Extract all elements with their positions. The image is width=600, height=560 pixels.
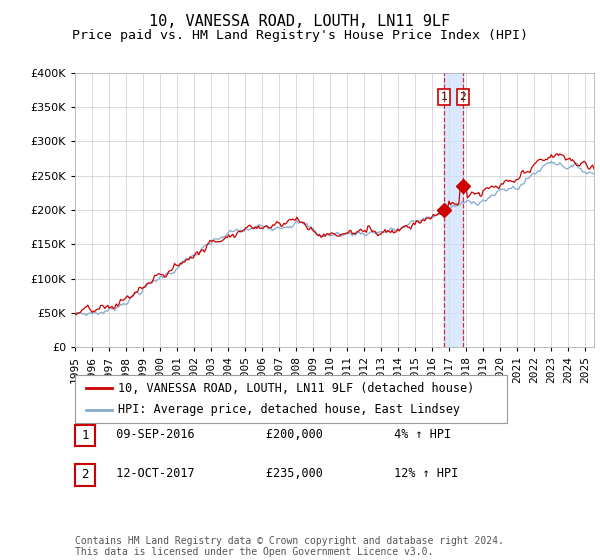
Text: HPI: Average price, detached house, East Lindsey: HPI: Average price, detached house, East… — [118, 403, 460, 417]
Text: 12-OCT-2017          £235,000          12% ↑ HPI: 12-OCT-2017 £235,000 12% ↑ HPI — [102, 466, 458, 480]
Text: 10, VANESSA ROAD, LOUTH, LN11 9LF: 10, VANESSA ROAD, LOUTH, LN11 9LF — [149, 14, 451, 29]
Text: Price paid vs. HM Land Registry's House Price Index (HPI): Price paid vs. HM Land Registry's House … — [72, 29, 528, 42]
Text: 2: 2 — [81, 468, 89, 482]
Text: 2: 2 — [460, 92, 466, 102]
Text: 09-SEP-2016          £200,000          4% ↑ HPI: 09-SEP-2016 £200,000 4% ↑ HPI — [102, 427, 451, 441]
Text: 10, VANESSA ROAD, LOUTH, LN11 9LF (detached house): 10, VANESSA ROAD, LOUTH, LN11 9LF (detac… — [118, 381, 475, 395]
Text: 1: 1 — [441, 92, 448, 102]
Text: Contains HM Land Registry data © Crown copyright and database right 2024.
This d: Contains HM Land Registry data © Crown c… — [75, 535, 504, 557]
Text: 1: 1 — [81, 429, 89, 442]
Bar — [444, 73, 463, 347]
